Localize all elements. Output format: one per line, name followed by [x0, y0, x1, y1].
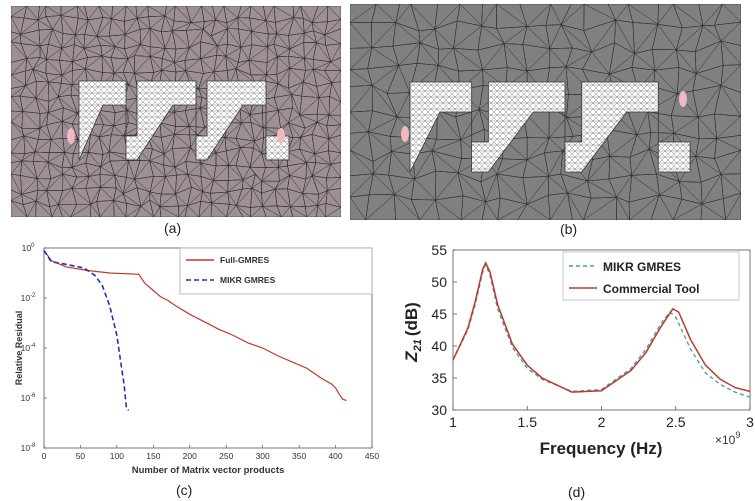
y-axis-label: Relative Residual	[14, 311, 24, 386]
mesh-lines	[10, 5, 342, 218]
x-tick-label: 1	[449, 414, 457, 430]
x-axis-label: Frequency (Hz)	[540, 439, 663, 458]
x-axis-label: Number of Matrix vector products	[132, 465, 285, 476]
y-tick-label: 55	[431, 242, 447, 258]
y-tick-label: 45	[431, 306, 447, 322]
x-tick-label: 50	[76, 451, 86, 461]
legend: Full-GMRES MIKR GMRES	[179, 247, 373, 295]
x-multiplier-exp: 9	[735, 430, 740, 440]
caption-d: (d)	[568, 484, 586, 500]
x-multiplier: ×109	[715, 430, 740, 447]
y-tick-label: 40	[431, 338, 447, 354]
x-tick-label: 250	[219, 451, 233, 461]
port-marker	[679, 91, 687, 107]
caption-b: (b)	[560, 221, 578, 237]
port-marker	[67, 128, 75, 144]
legend: MIKR GMRES Commercial Tool	[562, 251, 740, 301]
caption-c: (c)	[176, 482, 193, 498]
x-tick-label: 1.5	[518, 414, 538, 430]
legend-label-commercial-tool: Commercial Tool	[603, 282, 699, 296]
series-line-commercial-tool	[452, 261, 751, 393]
x-tick-label: 100	[110, 451, 124, 461]
chart-panel-c: 100 10-2 10-4 10-6 10-8 0 50 100 150 200 250 300 35…	[0, 240, 380, 480]
series-line-mikr-gmres	[452, 262, 751, 398]
residual-chart: 100 10-2 10-4 10-6 10-8 0 50 100 150 200 250 300 35…	[14, 243, 379, 476]
port-marker	[277, 128, 285, 144]
y-tick-label: 10-6	[21, 393, 36, 403]
x-tick-label: 400	[328, 451, 342, 461]
x-tick-label: 350	[292, 451, 306, 461]
series-line-full-gmres	[43, 250, 347, 402]
y-tick-label: 100	[22, 243, 35, 253]
y-tick-label: 50	[431, 274, 447, 290]
y-tick-label: 10-4	[21, 343, 36, 353]
legend-label-mikr-gmres: MIKR GMRES	[603, 260, 681, 274]
mesh-panel-a	[10, 5, 342, 218]
series-line-mikr-gmres	[43, 250, 130, 412]
x-tick-label: 2.5	[666, 414, 686, 430]
y-tick-label: 10-8	[21, 443, 36, 453]
legend-label-full-gmres: Full-GMRES	[220, 255, 269, 265]
mesh-figure-b	[349, 3, 742, 221]
caption-a: (a)	[164, 220, 182, 236]
meander-trace	[409, 81, 691, 173]
meander-trace	[78, 80, 290, 161]
x-tick-label: 150	[146, 451, 160, 461]
chart-panel-d: 30 35 40 45 50 55 1 1.5 2 2.5 3 Z21 (dB) Frequency…	[385, 240, 755, 480]
x-tick-label: 0	[42, 451, 47, 461]
y-label-base: Z	[402, 351, 421, 363]
y-tick-label: 30	[431, 402, 447, 418]
x-tick-label: 3	[746, 414, 754, 430]
x-tick-label: 200	[183, 451, 197, 461]
mesh-figure-a	[10, 5, 342, 218]
mesh-panel-b	[349, 3, 742, 221]
y-label-sub: 21	[412, 339, 424, 352]
x-tick-label: 300	[256, 451, 270, 461]
y-tick-label: 35	[431, 370, 447, 386]
x-tick-label: 450	[365, 451, 379, 461]
y-axis-label: Z21 (dB)	[402, 302, 424, 363]
x-tick-label: 2	[598, 414, 606, 430]
x-multiplier-base: ×10	[715, 433, 736, 447]
y-label-unit: (dB)	[402, 302, 421, 336]
y-tick-label: 10-2	[21, 293, 36, 303]
port-marker	[401, 126, 409, 142]
z21-chart: 30 35 40 45 50 55 1 1.5 2 2.5 3 Z21 (dB) Frequency…	[402, 242, 754, 458]
legend-label-mikr-gmres: MIKR GMRES	[220, 275, 276, 285]
